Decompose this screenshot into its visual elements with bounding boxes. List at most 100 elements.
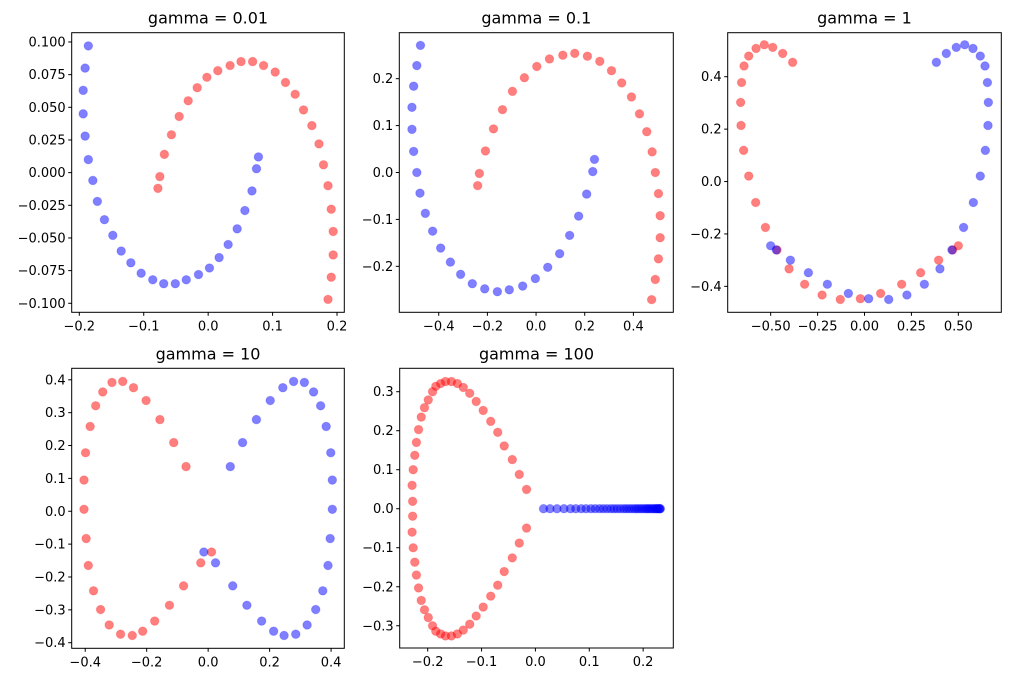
point-blue [581,189,592,199]
x-tick-label: 0.2 [633,655,654,670]
x-tick-label: 0.50 [944,319,973,334]
point-blue [530,273,541,284]
point-red [409,557,420,567]
point-red [407,527,417,537]
y-tick-label: −0.4 [690,280,722,295]
point-red [423,612,434,623]
point-red [743,51,754,61]
y-tick-label: 0.100 [28,35,65,50]
point-red [507,454,518,465]
y-tick-label: 0.050 [28,101,65,116]
point-red [202,72,212,83]
point-red [485,591,496,601]
y-tick-label: 0.2 [373,424,394,439]
point-blue [78,109,88,119]
point-blue [883,294,894,305]
point-red [488,124,499,134]
point-blue [982,77,993,88]
point-blue [302,620,312,630]
point-blue [88,175,98,186]
point-red [164,600,175,611]
point-blue [968,197,979,208]
point-blue [765,240,776,251]
point-red [80,447,91,458]
point-red [236,56,246,67]
point-red [178,581,189,591]
point-red [767,42,778,53]
point-red [128,382,139,393]
point-blue [408,146,419,157]
point-blue [822,279,833,290]
point-blue [170,278,181,289]
point-red [181,461,191,472]
point-blue [785,255,796,265]
y-tick-label: 0.4 [45,373,66,388]
y-tick-label: −0.2 [690,227,722,242]
point-red [79,504,89,515]
point-blue [412,60,422,71]
point-blue [427,226,438,236]
point-blue [253,152,264,162]
point-blue [435,243,446,253]
point-blue [455,269,466,280]
point-blue [902,290,912,300]
point-red [416,412,427,422]
y-tick-label: 0.1 [373,119,394,134]
point-red [168,437,179,448]
point-red [258,60,269,71]
x-tick-label: −0.2 [412,655,444,670]
point-blue [412,167,422,178]
point-blue [327,504,338,515]
y-tick-label: −0.1 [362,213,394,228]
point-blue [181,274,192,285]
point-blue [951,42,962,53]
point-red [247,56,258,67]
subplot-2: gamma = 0.1 −0.4 −0.2 0.0 0.2 0.4 −0.2 −0.1 0.0 0… [362,9,674,334]
point-red [492,580,503,590]
point-blue [554,248,565,259]
x-tick-label: −0.2 [64,319,96,334]
point-red [736,120,746,131]
point-red [280,77,291,88]
point-red [155,171,165,182]
point-red [478,602,488,612]
point-red [95,604,106,615]
point-red [407,480,417,491]
point-red [641,126,652,137]
x-tick-label: −0.50 [751,319,791,334]
subplot-1: gamma = 0.01 −0.2 −0.1 0.0 0.1 0.2 −0.100 −0.07… [18,9,348,335]
point-blue [126,257,136,268]
point-red [328,250,338,260]
point-red [653,254,664,264]
point-red [192,82,203,93]
point-red [953,240,964,251]
point-red [915,267,926,278]
point-red [159,149,170,160]
point-blue [975,171,986,181]
point-blue [959,39,970,50]
point-red [107,377,117,388]
point-red [875,288,886,299]
y-tick-label: −0.4 [34,636,66,651]
point-blue [803,267,814,278]
point-red [507,86,518,97]
point-blue [968,43,978,54]
point-red [323,180,333,191]
x-tick-label: 0.00 [850,319,879,334]
y-tick-label: −0.075 [18,264,66,279]
point-red [411,570,422,580]
point-blue [975,51,986,61]
series-red [735,39,964,305]
point-blue [420,208,431,219]
point-blue [268,626,279,637]
point-red [115,629,126,639]
series-red [472,48,665,305]
point-red [464,388,475,399]
axes-frame [727,32,1002,313]
point-red [141,395,151,406]
point-blue [415,188,425,198]
point-blue [445,257,456,267]
point-red [626,92,637,102]
y-tick-label: −0.2 [362,580,394,595]
point-red [464,619,475,630]
